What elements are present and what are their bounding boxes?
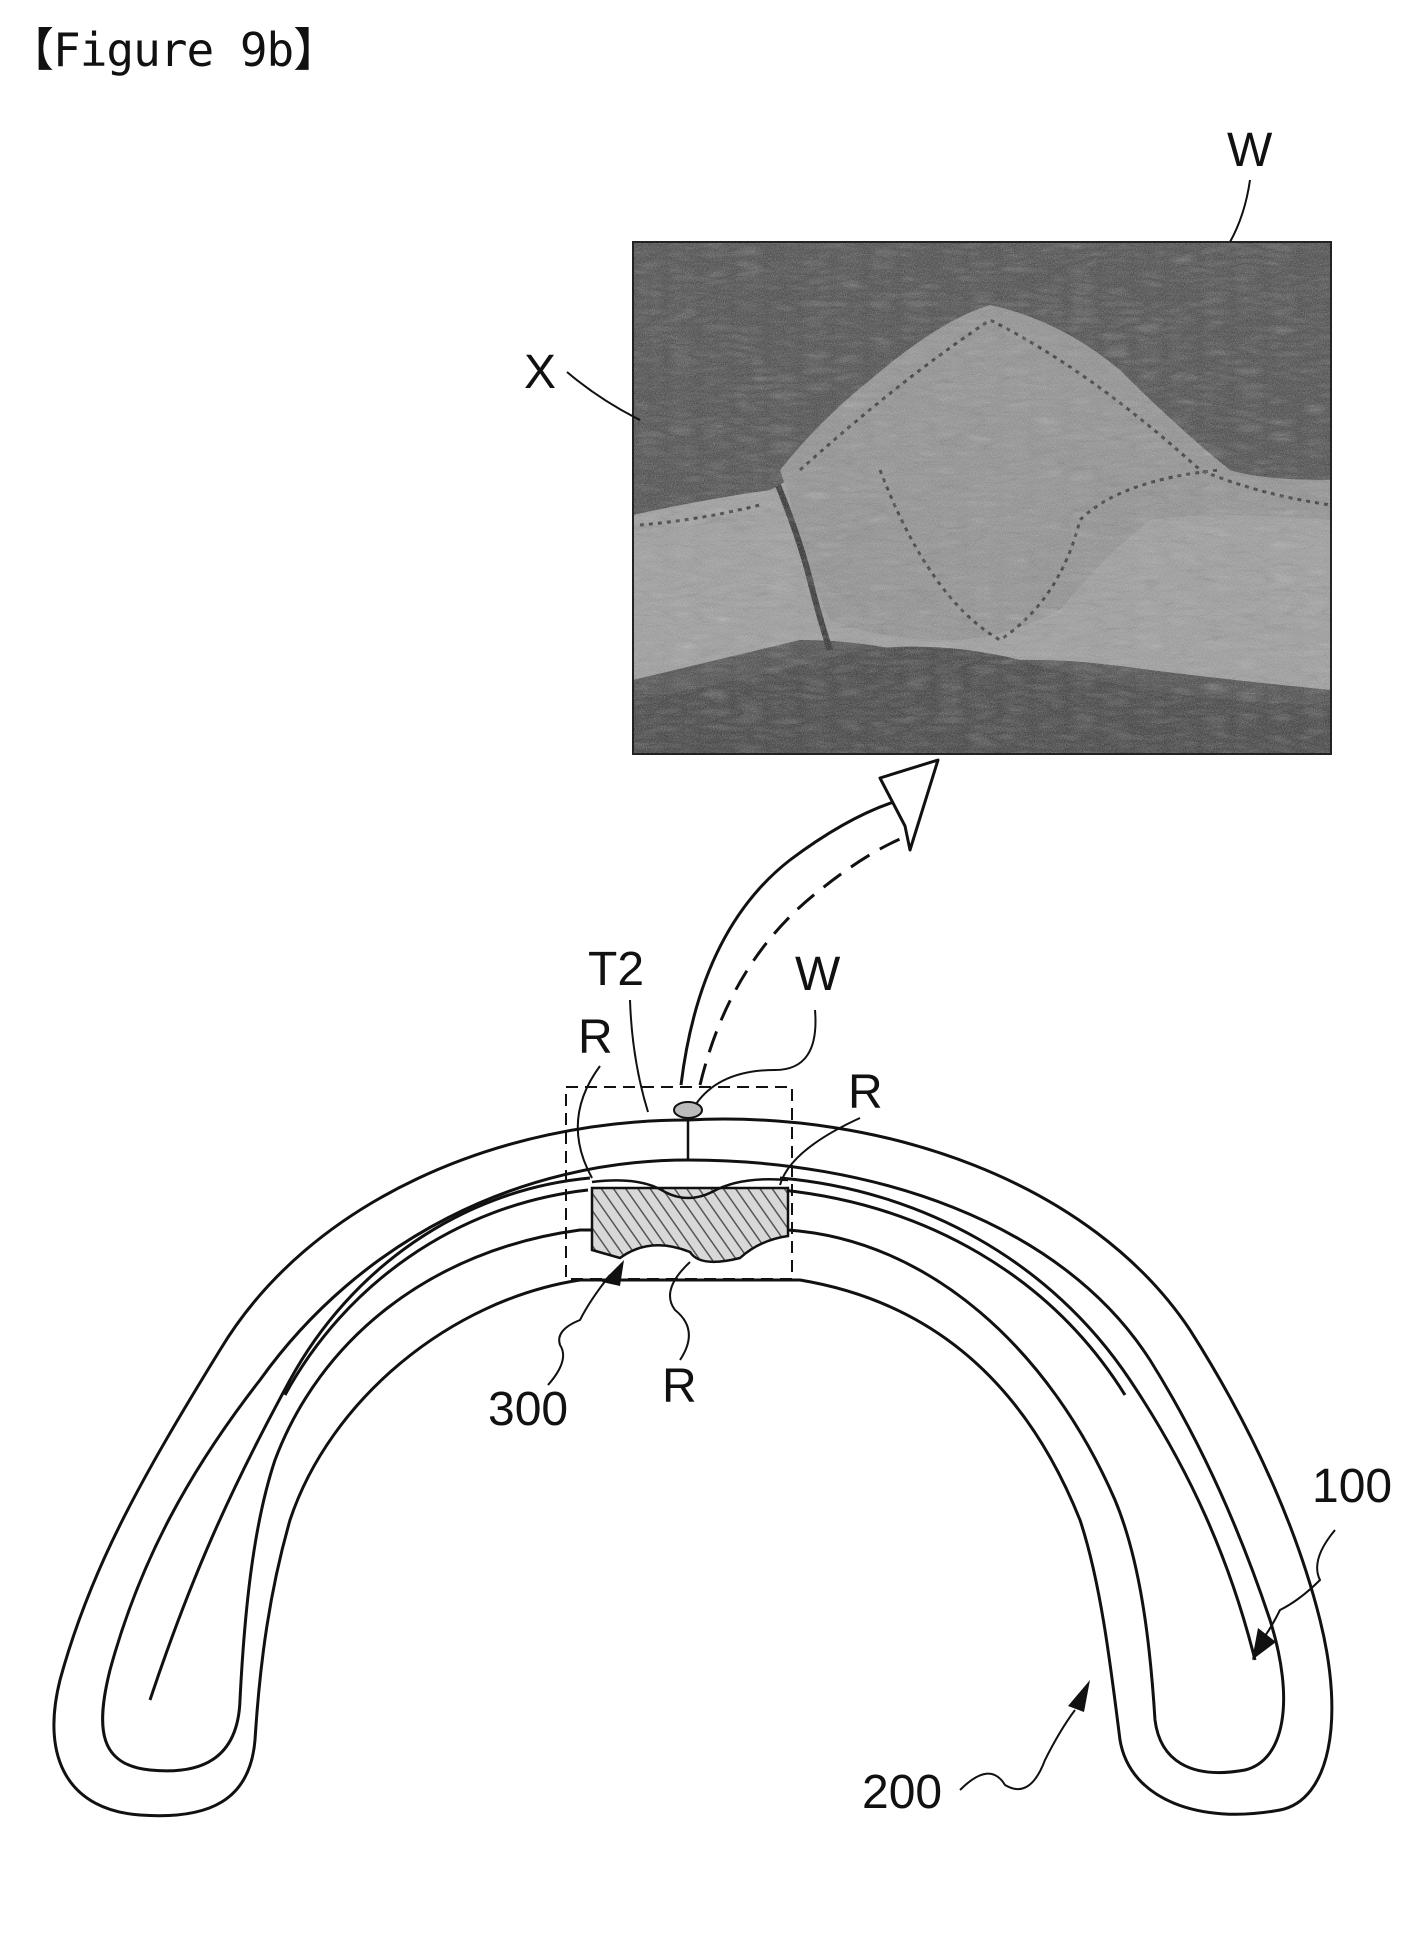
label-w-mid: W — [795, 948, 841, 1001]
label-r-bottom: R — [662, 1360, 697, 1413]
arrowhead-200 — [1068, 1680, 1090, 1712]
magnify-arrow — [681, 760, 938, 1085]
leader-200 — [960, 1710, 1075, 1790]
label-t2: T2 — [588, 943, 644, 996]
leader-r-bottom — [670, 1262, 690, 1360]
label-r-right: R — [848, 1066, 883, 1119]
leader-x — [567, 372, 640, 420]
arrowhead-300 — [602, 1260, 624, 1286]
label-w-top: W — [1227, 124, 1273, 177]
label-300: 300 — [488, 1383, 568, 1436]
leader-r-left — [578, 1066, 600, 1178]
label-200: 200 — [862, 1766, 942, 1819]
label-100: 100 — [1312, 1460, 1392, 1513]
label-r-left: R — [578, 1011, 613, 1064]
leader-w-top — [1230, 180, 1250, 242]
weld-joint-300 — [592, 1102, 788, 1262]
leader-300 — [548, 1275, 610, 1385]
leader-w-mid — [696, 1010, 816, 1104]
weld-bead-w — [674, 1102, 702, 1118]
leader-t2 — [630, 1000, 648, 1112]
label-x: X — [524, 346, 556, 399]
weld-cross-section-photo — [633, 242, 1331, 754]
